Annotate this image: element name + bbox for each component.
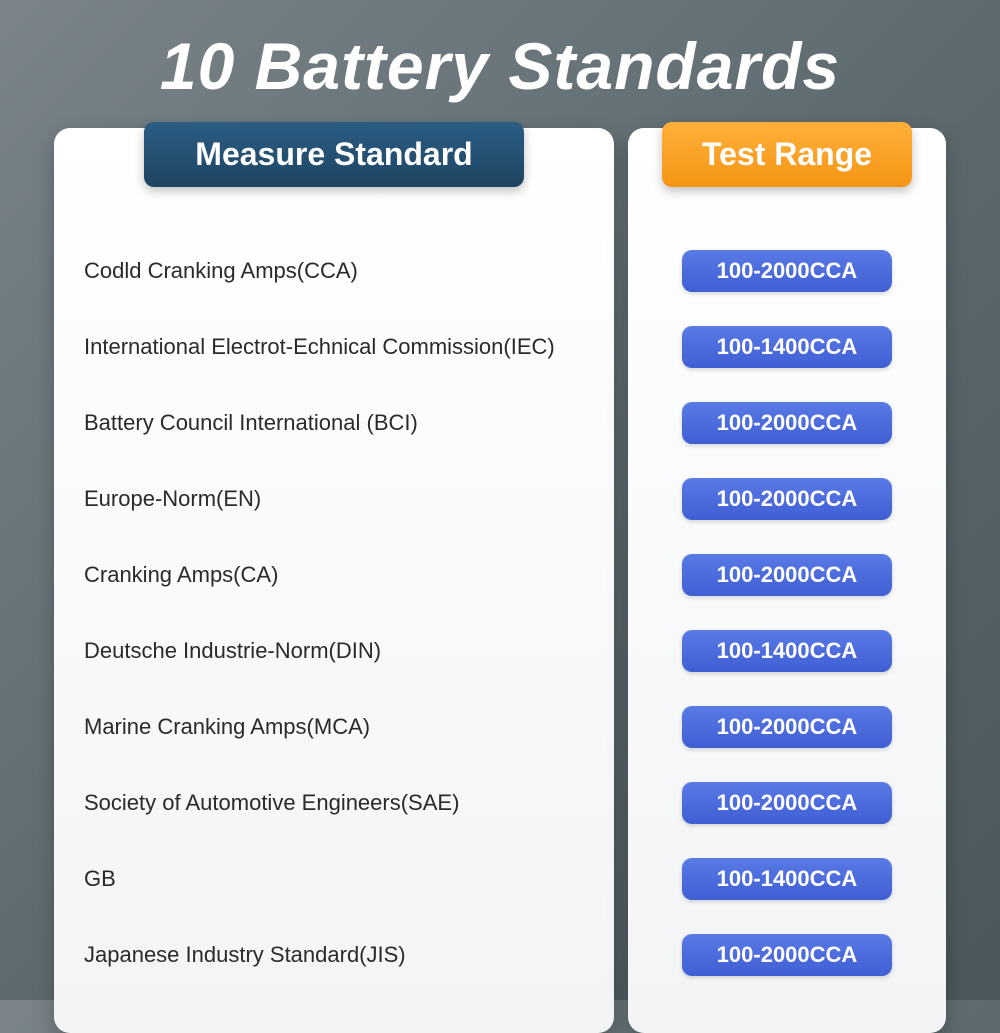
range-row: 100-2000CCA — [628, 537, 946, 613]
standard-row: International Electrot-Echnical Commissi… — [84, 309, 584, 385]
range-badge: 100-2000CCA — [682, 554, 892, 596]
standard-row: Europe-Norm(EN) — [84, 461, 584, 537]
standard-row: Society of Automotive Engineers(SAE) — [84, 765, 584, 841]
range-badge: 100-2000CCA — [682, 782, 892, 824]
range-badge: 100-2000CCA — [682, 934, 892, 976]
range-row: 100-2000CCA — [628, 765, 946, 841]
range-badge: 100-1400CCA — [682, 630, 892, 672]
range-badge: 100-2000CCA — [682, 402, 892, 444]
standard-row: Battery Council International (BCI) — [84, 385, 584, 461]
range-row: 100-2000CCA — [628, 461, 946, 537]
ranges-list: 100-2000CCA 100-1400CCA 100-2000CCA 100-… — [628, 187, 946, 993]
standards-list: Codld Cranking Amps(CCA) International E… — [54, 187, 614, 993]
range-row: 100-2000CCA — [628, 233, 946, 309]
standard-row: Deutsche Industrie-Norm(DIN) — [84, 613, 584, 689]
range-badge: 100-1400CCA — [682, 326, 892, 368]
range-row: 100-2000CCA — [628, 917, 946, 993]
measure-standard-header: Measure Standard — [144, 122, 524, 187]
card-container: Measure Standard Codld Cranking Amps(CCA… — [0, 104, 1000, 1033]
range-row: 100-1400CCA — [628, 613, 946, 689]
range-row: 100-2000CCA — [628, 385, 946, 461]
standard-row: GB — [84, 841, 584, 917]
range-badge: 100-2000CCA — [682, 478, 892, 520]
standard-row: Marine Cranking Amps(MCA) — [84, 689, 584, 765]
measure-standard-card: Measure Standard Codld Cranking Amps(CCA… — [54, 128, 614, 1033]
range-row: 100-2000CCA — [628, 689, 946, 765]
standard-row: Codld Cranking Amps(CCA) — [84, 233, 584, 309]
test-range-card: Test Range 100-2000CCA 100-1400CCA 100-2… — [628, 128, 946, 1033]
test-range-header: Test Range — [662, 122, 912, 187]
range-badge: 100-2000CCA — [682, 706, 892, 748]
standard-row: Japanese Industry Standard(JIS) — [84, 917, 584, 993]
range-badge: 100-1400CCA — [682, 858, 892, 900]
range-row: 100-1400CCA — [628, 309, 946, 385]
range-row: 100-1400CCA — [628, 841, 946, 917]
standard-row: Cranking Amps(CA) — [84, 537, 584, 613]
page-title: 10 Battery Standards — [0, 0, 1000, 104]
range-badge: 100-2000CCA — [682, 250, 892, 292]
